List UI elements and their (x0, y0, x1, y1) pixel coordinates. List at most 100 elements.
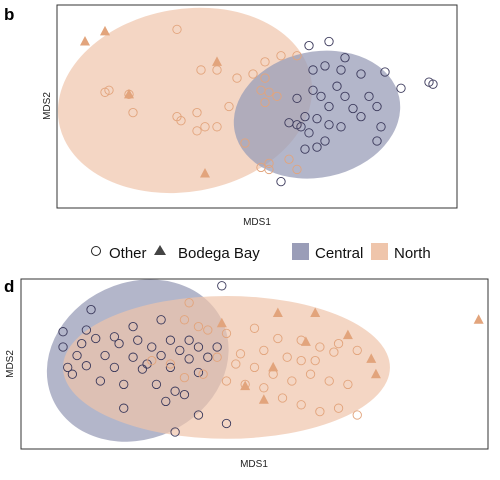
panel-b-circle-point (248, 69, 258, 79)
panel-d-triangle-point (240, 380, 251, 391)
panel-d-triangle-point (258, 394, 269, 404)
panel-d-triangle-point (473, 314, 484, 324)
panel-d-label: d (4, 277, 14, 296)
panel-b-circle-point (364, 91, 374, 102)
panel-d-circle-point (128, 321, 138, 332)
panel-b-circle-point (356, 69, 366, 79)
panel-d-circle-point (81, 361, 92, 371)
panel-b-circle-point (240, 138, 250, 148)
panel-b-label: b (4, 5, 14, 24)
panel-d-circle-point (156, 315, 166, 325)
panel-d-circle-point (137, 364, 148, 374)
panel-d-circle-point (193, 410, 204, 420)
panel-d-circle-point (58, 342, 68, 352)
legend-north-swatch (371, 243, 388, 260)
panel-d-circle-point (165, 335, 176, 345)
panel-b-circle-point (224, 101, 234, 112)
panel-b-triangle-point (80, 36, 90, 46)
panel-b-circle-point (308, 65, 318, 75)
panel-b-circle-point (192, 107, 202, 118)
panel-b-circle-point (300, 144, 310, 154)
panel-b-circle-point (264, 87, 274, 97)
panel-d-circle-point (184, 354, 194, 364)
panel-b-circle-point (320, 61, 330, 71)
panel-d-circle-point (133, 335, 143, 345)
panel-b-triangle-point (212, 56, 222, 66)
panel-b-circle-point (332, 81, 342, 91)
panel-d-circle-point (151, 379, 162, 390)
panel-d-circle-point (67, 369, 78, 379)
panel-d-circle-point (221, 328, 232, 339)
panel-d-triangle-point (268, 361, 279, 372)
panel-d-circle-point (72, 350, 82, 361)
panel-d-circle-point (119, 403, 129, 413)
panel-d-circle-point (305, 369, 316, 379)
panel-d-circle-point (95, 376, 106, 386)
panel-d-circle-point (217, 281, 227, 291)
panel-d-circle-point (249, 362, 260, 373)
panel-d-circle-point (296, 400, 306, 410)
panel-d-triangle-point (272, 307, 283, 317)
panel-b-circle-point (312, 142, 322, 152)
panel-b-circle-point (128, 107, 138, 118)
legend: Other Bodega Bay Central North (91, 243, 431, 262)
panel-d-triangle-point (216, 317, 227, 328)
panel-b-plot (57, 7, 438, 194)
panel-d-circle-point (156, 350, 166, 361)
panel-d-circle-point (165, 359, 176, 369)
panel-b-circle-point (356, 112, 366, 122)
panel-b-circle-point (428, 79, 438, 89)
panel-b-xlabel: MDS1 (243, 217, 271, 228)
panel-b-circle-point (232, 73, 242, 83)
panel-d-triangle-point (370, 368, 381, 379)
panel-b-circle-point (316, 91, 326, 102)
legend-north-label: North (394, 245, 431, 262)
panel-d-circle-point (179, 315, 190, 325)
panel-d-plot (46, 279, 484, 442)
panel-b-circle-point (272, 91, 282, 102)
panel-d-circle-point (221, 376, 232, 386)
panel-d-circle-point (114, 338, 124, 349)
panel-b-circle-point (260, 57, 270, 67)
panel-d-circle-point (193, 367, 204, 378)
legend-central-label: Central (315, 245, 363, 262)
panel-b-circle-point (292, 120, 302, 130)
panel-b-circle-point (292, 51, 302, 61)
panel-b-circle-point (276, 176, 286, 187)
panel-d-triangle-point (342, 329, 353, 340)
panel-d-circle-point (147, 355, 157, 366)
panel-d-circle-point (333, 338, 344, 349)
panel-d-triangle-point (300, 336, 311, 346)
panel-b-circle-point (372, 136, 382, 146)
panel-b-circle-point (372, 101, 382, 112)
panel-b-circle-point (308, 85, 318, 95)
panel-b-circle-point (324, 36, 334, 47)
panel-b-circle-point (260, 73, 270, 83)
panel-d-circle-point (161, 396, 171, 407)
panel-d-circle-point (310, 355, 320, 366)
panel-d-triangle-point (366, 353, 377, 363)
panel-d-circle-point (352, 345, 362, 356)
panel-b-circle-point (396, 83, 406, 93)
panel-b-circle-point (264, 164, 274, 175)
panel-d-circle-point (81, 325, 92, 335)
panel-d-circle-point (249, 323, 260, 333)
panel-d-circle-point (109, 362, 120, 373)
panel-d-triangle-point (310, 307, 321, 317)
panel-d-circle-point (86, 304, 96, 315)
panel-b-circle-point (172, 24, 182, 35)
panel-d-circle-point (315, 342, 325, 352)
panel-b-triangle-point (124, 88, 134, 99)
panel-b-circle-point (292, 164, 302, 175)
panel-b-circle-point (376, 122, 386, 132)
panel-d-circle-point (282, 352, 292, 362)
panel-d-circle-point (273, 333, 283, 344)
panel-d-circle-point (100, 350, 110, 361)
panel-d-xlabel: MDS1 (240, 459, 268, 470)
panel-d-circle-point (175, 345, 185, 356)
panel-d-circle-point (58, 327, 68, 337)
panel-b-circle-point (304, 40, 314, 51)
legend-central-swatch (292, 243, 309, 260)
panel-d-circle-point (315, 406, 325, 417)
panel-b-circle-point (340, 91, 350, 102)
